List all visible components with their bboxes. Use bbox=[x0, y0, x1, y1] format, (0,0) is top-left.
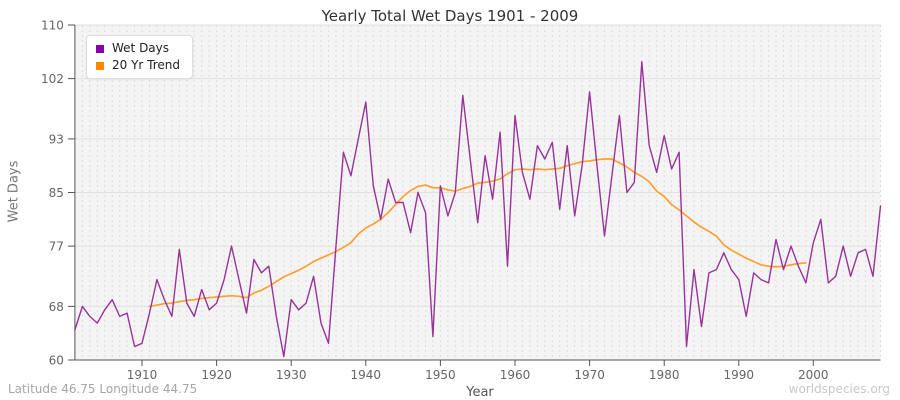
coordinates-label: Latitude 46.75 Longitude 44.75 bbox=[8, 382, 198, 396]
x-tick-label: 1940 bbox=[351, 368, 382, 382]
y-tick-label: 77 bbox=[49, 240, 64, 254]
x-tick-label: 1950 bbox=[425, 368, 456, 382]
x-axis-title: Year bbox=[466, 385, 494, 400]
legend: Wet Days 20 Yr Trend bbox=[86, 35, 194, 79]
x-tick-label: 1980 bbox=[649, 368, 680, 382]
x-tick-label: 1910 bbox=[127, 368, 158, 382]
chart-title: Yearly Total Wet Days 1901 - 2009 bbox=[321, 7, 579, 25]
y-tick-label: 110 bbox=[41, 19, 64, 33]
trend-swatch-icon bbox=[96, 61, 104, 70]
legend-item-trend: 20 Yr Trend bbox=[96, 57, 180, 74]
x-tick-label: 1930 bbox=[276, 368, 307, 382]
x-tick-label: 1970 bbox=[574, 368, 605, 382]
wet-days-swatch-icon bbox=[96, 44, 104, 53]
wet-days-line bbox=[74, 61, 882, 358]
x-tick-label: 2000 bbox=[798, 368, 829, 382]
legend-item-wet-days: Wet Days bbox=[96, 40, 180, 57]
y-tick-label: 93 bbox=[49, 132, 64, 146]
x-tick-label: 1990 bbox=[724, 368, 755, 382]
y-tick-label: 85 bbox=[49, 186, 64, 200]
x-tick-label: 1920 bbox=[201, 368, 232, 382]
y-tick-label: 60 bbox=[49, 354, 64, 368]
legend-label-wet-days: Wet Days bbox=[112, 41, 170, 55]
legend-label-trend: 20 Yr Trend bbox=[112, 58, 181, 72]
y-tick-label: 68 bbox=[49, 300, 64, 314]
x-tick-label: 1960 bbox=[500, 368, 531, 382]
y-axis-title: Wet Days bbox=[6, 160, 22, 223]
y-tick-label: 102 bbox=[41, 72, 64, 86]
trend-line bbox=[148, 158, 807, 308]
watermark-label: worldspecies.org bbox=[788, 382, 890, 396]
